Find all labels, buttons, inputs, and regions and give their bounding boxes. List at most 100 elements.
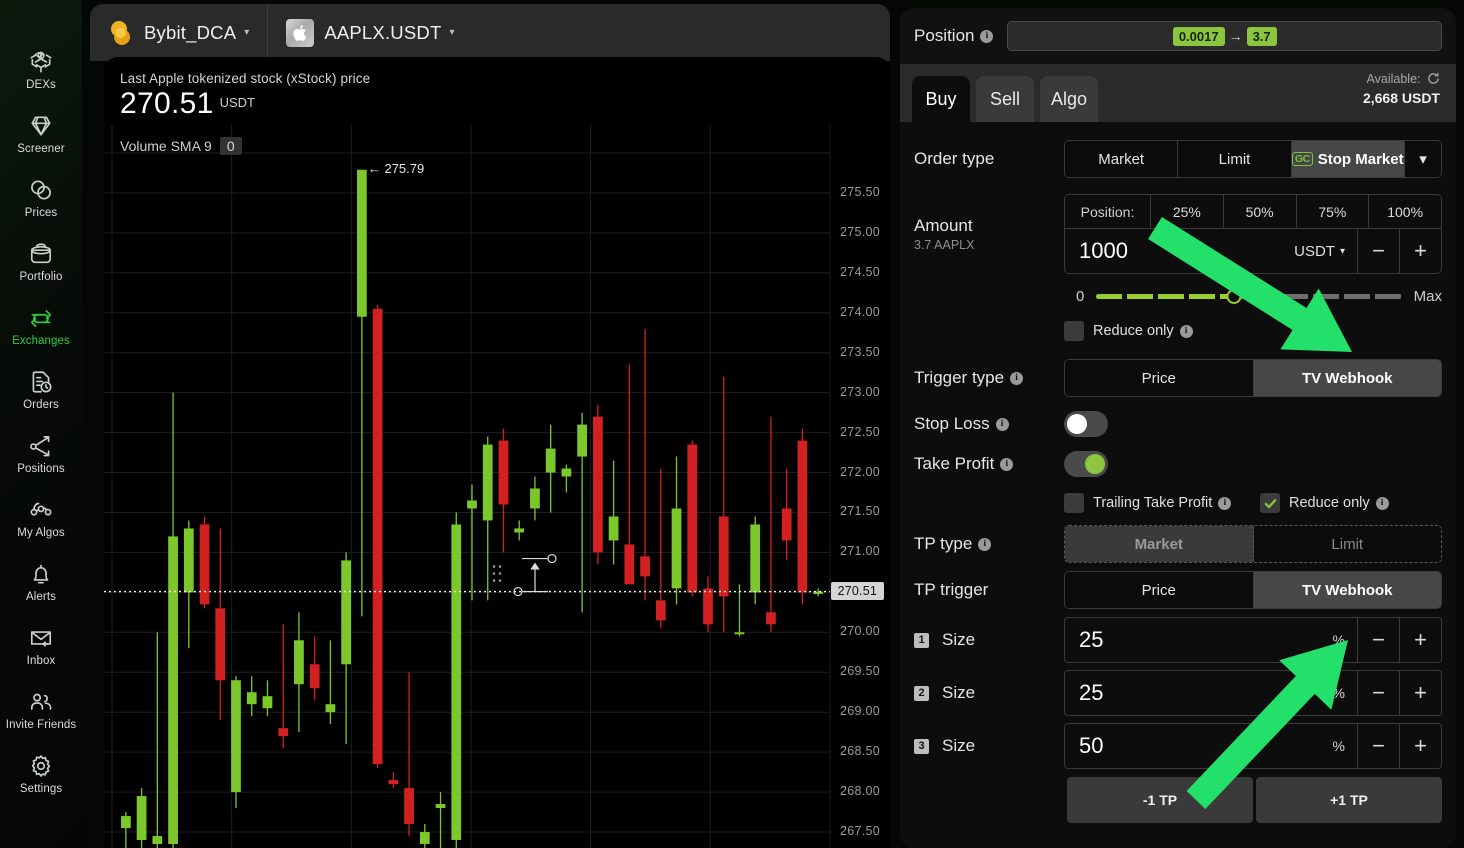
chevron-down-icon: ▾ — [1339, 245, 1345, 257]
sidebar-item-alerts[interactable]: Alerts — [0, 550, 82, 614]
refresh-icon[interactable] — [1427, 72, 1440, 90]
order-type-limit[interactable]: Limit — [1178, 141, 1292, 177]
candlestick-plot[interactable] — [104, 125, 890, 848]
sidebar-item-screener[interactable]: Screener — [0, 102, 82, 166]
position-slider[interactable]: 0.0017 → 3.7 — [1007, 21, 1442, 51]
position-percent-25[interactable]: 25% — [1151, 195, 1224, 228]
sidebar-item-settings[interactable]: Settings — [0, 742, 82, 806]
tp-size-3-increment[interactable]: + — [1399, 724, 1441, 768]
tab-buy[interactable]: Buy — [912, 76, 970, 122]
amount-decrement-button[interactable]: − — [1357, 229, 1399, 273]
tp-size-3-input[interactable]: 50 — [1079, 733, 1104, 758]
order-type-stop-market-label: Stop Market — [1317, 150, 1404, 168]
stop-loss-toggle[interactable] — [1064, 411, 1108, 437]
tp-size-1-input[interactable]: 25 — [1079, 627, 1104, 652]
position-percent-75[interactable]: 75% — [1297, 195, 1370, 228]
tp-trigger-tv-webhook[interactable]: TV Webhook — [1253, 572, 1441, 608]
tp-size-2-input[interactable]: 25 — [1079, 680, 1104, 705]
checkbox[interactable] — [1260, 493, 1280, 513]
sidebar-item-orders[interactable]: Orders — [0, 358, 82, 422]
position-percent-100[interactable]: 100% — [1387, 203, 1424, 220]
info-icon[interactable]: i — [1179, 324, 1193, 338]
tab-algo[interactable]: Algo — [1040, 76, 1098, 122]
info-icon[interactable]: i — [978, 537, 992, 551]
tp-size-1-decrement[interactable]: − — [1357, 618, 1399, 662]
sidebar-item-dexs[interactable]: DEXs — [0, 38, 82, 102]
price-axis-tick: 274.50 — [839, 264, 880, 279]
sidebar-item-inbox[interactable]: Inbox — [0, 614, 82, 678]
tp-trigger-price[interactable]: Price — [1065, 572, 1254, 608]
trigger-type-segmented: Price TV Webhook — [1064, 359, 1442, 397]
amount-currency-select[interactable]: USDT ▾ — [1290, 229, 1357, 273]
sidebar-item-my-algos[interactable]: My Algos — [0, 486, 82, 550]
trigger-type-label-group: Trigger type i — [914, 368, 1064, 388]
tp-size-1-label: Size — [942, 630, 976, 649]
available-label: Available: — [1366, 72, 1421, 86]
slider-max-label: Max — [1413, 288, 1442, 305]
order-type-segmented: Market Limit GC Stop Market ▾ — [1064, 140, 1442, 178]
bell-icon — [28, 561, 54, 587]
take-profit-toggle[interactable] — [1064, 451, 1108, 477]
sidebar-item-invite-friends[interactable]: Invite Friends — [0, 678, 82, 742]
tp-size-2-label: Size — [942, 683, 976, 702]
apple-icon — [286, 18, 315, 47]
bybit-logo-icon — [108, 19, 134, 47]
trailing-take-profit-label: Trailing Take Profit — [1093, 495, 1213, 511]
slider-knob[interactable] — [1226, 289, 1242, 304]
available-balance: Available: 2,668 USDT — [1363, 72, 1440, 107]
symbol-tab[interactable]: AAPLX.USDT ▾ — [268, 4, 472, 61]
order-type-dropdown-caret[interactable]: ▾ — [1404, 141, 1441, 177]
trailing-take-profit-check[interactable]: Trailing Take Profit i — [1064, 493, 1260, 513]
info-icon[interactable]: i — [1000, 457, 1014, 471]
remove-tp-button[interactable]: -1 TP — [1067, 777, 1253, 823]
current-price-tag: 270.51 — [830, 581, 884, 600]
order-type-market[interactable]: Market — [1065, 141, 1179, 177]
slider-fill — [1096, 294, 1234, 299]
reduce-only-amount-label-group: Reduce only i — [1093, 323, 1193, 339]
sidebar-item-portfolio[interactable]: Portfolio — [0, 230, 82, 294]
reduce-only-tp-check[interactable]: Reduce only i — [1260, 493, 1389, 513]
reduce-only-tp-label-group: Reduce only i — [1289, 495, 1389, 511]
indicator-value: 0 — [219, 137, 242, 155]
sidebar-item-exchanges[interactable]: Exchanges — [0, 294, 82, 358]
tab-sell[interactable]: Sell — [976, 76, 1034, 122]
info-icon[interactable]: i — [1218, 496, 1232, 510]
sidebar-item-prices[interactable]: Prices — [0, 166, 82, 230]
tp-size-1-unit: % — [1332, 632, 1345, 648]
order-type-label: Order type — [914, 149, 995, 168]
tp-size-2-increment[interactable]: + — [1399, 671, 1441, 715]
volume-indicator-legend[interactable]: Volume SMA 9 0 — [120, 137, 242, 155]
amount-increment-button[interactable]: + — [1399, 229, 1441, 273]
tp-type-segmented: Market Limit — [1064, 525, 1442, 563]
sidebar-item-label: Orders — [23, 398, 59, 411]
checkbox[interactable] — [1064, 493, 1084, 513]
cube-icon — [28, 49, 54, 75]
trigger-type-price[interactable]: Price — [1065, 360, 1254, 396]
amount-input[interactable]: 1000 — [1079, 238, 1128, 263]
checkbox[interactable] — [1064, 321, 1084, 341]
sidebar-item-label: Invite Friends — [5, 718, 77, 731]
order-type-stop-market[interactable]: GC Stop Market — [1291, 141, 1405, 177]
sidebar-item-label: Prices — [24, 206, 58, 219]
info-icon[interactable]: i — [1375, 496, 1389, 510]
trigger-type-row: Trigger type i Price TV Webhook — [900, 359, 1456, 397]
amount-slider[interactable] — [1096, 289, 1402, 304]
take-profit-label: Take Profit — [914, 454, 995, 473]
sidebar-item-positions[interactable]: Positions — [0, 422, 82, 486]
account-tab[interactable]: Bybit_DCA ▾ — [90, 4, 267, 61]
info-icon[interactable]: i — [980, 29, 994, 43]
symbol-tab-label: AAPLX.USDT — [324, 21, 442, 43]
add-tp-button[interactable]: +1 TP — [1256, 777, 1442, 823]
position-percent-50[interactable]: 50% — [1224, 195, 1297, 228]
nodes-icon — [28, 497, 54, 523]
tp-size-2-decrement[interactable]: − — [1357, 671, 1399, 715]
info-icon[interactable]: i — [1010, 371, 1024, 385]
sidebar: DEXs Screener Prices Portfolio Exchanges Orde… — [0, 0, 82, 848]
chart-panel[interactable]: Last Apple tokenized stock (xStock) pric… — [104, 57, 890, 848]
tp-size-1-increment[interactable]: + — [1399, 618, 1441, 662]
reduce-only-amount-check[interactable]: Reduce only i — [1064, 321, 1442, 341]
info-icon[interactable]: i — [995, 417, 1009, 431]
trigger-type-tv-webhook[interactable]: TV Webhook — [1253, 360, 1441, 396]
tp-type-market: Market — [1065, 526, 1254, 562]
tp-size-3-decrement[interactable]: − — [1357, 724, 1399, 768]
